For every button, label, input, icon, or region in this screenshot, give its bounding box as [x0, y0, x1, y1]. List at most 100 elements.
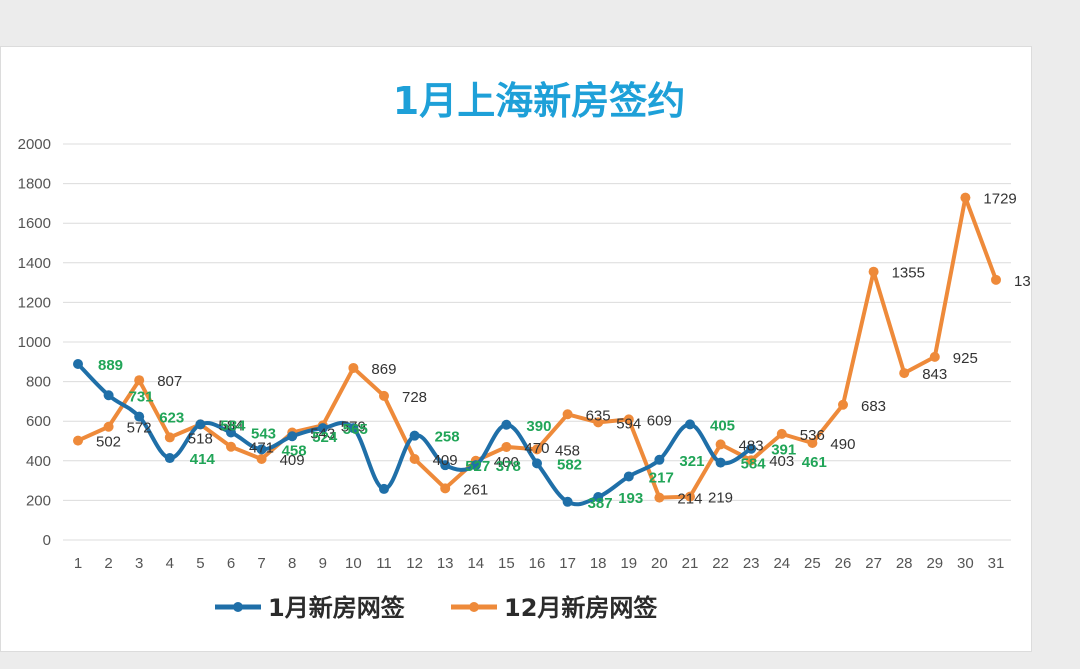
data-point — [562, 409, 573, 420]
data-point — [470, 460, 481, 471]
legend-label-jan: 1月新房网签 — [268, 594, 406, 622]
data-label: 471 — [249, 440, 274, 457]
data-label: 543 — [310, 425, 335, 442]
y-tick-label: 200 — [26, 492, 51, 509]
x-tick-label: 2 — [104, 555, 112, 572]
x-tick-label: 8 — [288, 555, 296, 572]
data-label: 461 — [802, 454, 827, 471]
data-label: 405 — [710, 417, 735, 434]
y-tick-label: 400 — [26, 453, 51, 470]
data-point — [256, 454, 267, 465]
y-tick-label: 1800 — [18, 176, 51, 193]
y-tick-label: 800 — [26, 374, 51, 391]
data-point — [73, 358, 83, 369]
data-point — [287, 431, 298, 442]
y-tick-label: 1200 — [18, 294, 51, 311]
data-point — [991, 274, 1001, 285]
x-tick-label: 17 — [559, 555, 576, 572]
data-label: 258 — [435, 429, 460, 446]
data-label: 390 — [526, 418, 551, 435]
x-tick-label: 26 — [835, 555, 852, 572]
data-point — [929, 351, 940, 362]
data-label: 378 — [496, 458, 521, 475]
data-point — [654, 454, 665, 465]
x-tick-label: 22 — [712, 555, 729, 572]
x-tick-label: 20 — [651, 555, 668, 572]
x-tick-label: 23 — [743, 555, 760, 572]
data-label: 458 — [555, 442, 580, 459]
data-label: 409 — [280, 452, 305, 469]
data-label: 387 — [588, 495, 613, 512]
legend-item-jan: 1月新房网签 — [215, 594, 406, 622]
y-tick-label: 2000 — [18, 136, 51, 153]
data-point — [348, 423, 359, 434]
chart-frame: 1月上海新房签约 0 200 400 600 800 1000 1200 1400 1600 18… — [0, 46, 1032, 652]
data-label: 609 — [647, 412, 672, 429]
series-1 — [73, 192, 1001, 503]
data-label: 518 — [188, 430, 213, 447]
data-point — [226, 427, 236, 438]
data-point — [532, 458, 542, 469]
x-tick-label: 15 — [498, 555, 515, 572]
x-axis-ticks: 1 2 3 4 5 6 7 8 9 10 11 12 13 14 15 16 17 18 19 20 21 22 23 24 2… — [74, 555, 1005, 572]
data-point — [715, 457, 726, 468]
data-point — [226, 441, 236, 452]
data-point — [440, 460, 451, 471]
data-label: 400 — [494, 454, 519, 471]
data-label: 536 — [800, 427, 825, 444]
data-label: 217 — [649, 469, 674, 486]
x-tick-label: 27 — [865, 555, 882, 572]
data-point — [899, 368, 910, 379]
x-tick-label: 28 — [896, 555, 913, 572]
data-label: 869 — [371, 361, 396, 378]
data-point — [868, 266, 879, 277]
x-tick-label: 14 — [467, 555, 484, 572]
x-tick-label: 19 — [620, 555, 637, 572]
data-label: 925 — [953, 350, 978, 367]
data-point — [838, 399, 848, 410]
data-point — [776, 428, 787, 439]
data-label: 728 — [402, 389, 427, 406]
data-label: 409 — [433, 452, 458, 469]
x-tick-label: 10 — [345, 555, 362, 572]
data-label: 1729 — [983, 191, 1016, 208]
x-tick-label: 12 — [406, 555, 423, 572]
data-label: 219 — [708, 490, 733, 507]
data-label: 623 — [159, 410, 184, 427]
series-layer — [73, 192, 1001, 507]
data-label: 458 — [282, 442, 307, 459]
line-chart: 1月上海新房签约 0200400600800100012001400160018… — [18, 79, 1031, 622]
data-label: 584 — [218, 417, 243, 434]
data-label: 403 — [769, 453, 794, 470]
x-tick-label: 18 — [590, 555, 607, 572]
y-tick-label: 600 — [26, 413, 51, 430]
y-tick-label: 0 — [43, 532, 51, 549]
data-label: 524 — [312, 429, 338, 446]
x-tick-label: 25 — [804, 555, 821, 572]
legend-label-dec: 12月新房网签 — [504, 594, 658, 622]
series-0 — [73, 358, 757, 507]
data-point — [256, 444, 267, 455]
data-label: 582 — [557, 456, 582, 473]
data-label: 414 — [190, 451, 216, 468]
data-point — [134, 375, 145, 386]
data-point — [409, 430, 420, 441]
data-label: 843 — [922, 366, 947, 383]
y-axis-ticks: 0 200 400 600 800 1000 1200 1400 1600 1800 2000 — [18, 136, 51, 549]
data-point — [623, 471, 634, 482]
data-label: 321 — [679, 453, 704, 470]
data-label: 470 — [524, 440, 549, 457]
x-tick-label: 5 — [196, 555, 204, 572]
data-point — [807, 437, 818, 448]
data-point — [685, 419, 695, 430]
data-point — [195, 419, 206, 430]
data-point — [164, 453, 175, 464]
data-point — [501, 419, 512, 430]
data-label: 193 — [618, 490, 643, 507]
data-label: 1355 — [892, 265, 925, 282]
data-point — [562, 496, 573, 507]
data-point — [746, 455, 757, 466]
legend-item-dec: 12月新房网签 — [451, 594, 658, 622]
